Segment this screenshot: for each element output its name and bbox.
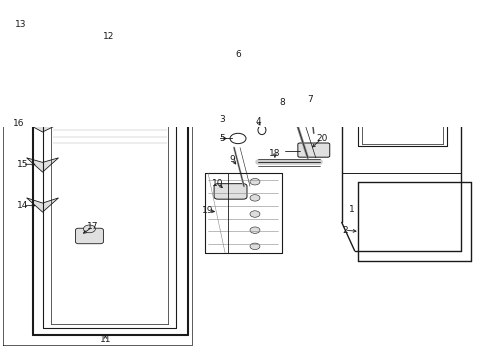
Circle shape [224, 58, 251, 76]
Text: 2: 2 [341, 226, 347, 235]
Polygon shape [19, 18, 36, 40]
Polygon shape [31, 119, 56, 132]
Text: 9: 9 [229, 155, 234, 164]
Polygon shape [26, 158, 59, 172]
Text: 16: 16 [13, 119, 24, 128]
Polygon shape [92, 43, 112, 56]
Circle shape [228, 113, 246, 125]
Circle shape [249, 227, 260, 233]
Circle shape [249, 195, 260, 201]
Text: 13: 13 [15, 20, 26, 29]
FancyBboxPatch shape [75, 228, 103, 244]
FancyBboxPatch shape [214, 184, 246, 199]
Text: 20: 20 [315, 134, 327, 143]
Text: 6: 6 [235, 50, 241, 59]
Text: 10: 10 [212, 179, 224, 188]
Text: 7: 7 [306, 95, 312, 104]
Text: 4: 4 [255, 117, 260, 126]
Text: 1: 1 [348, 205, 354, 214]
Circle shape [249, 243, 260, 249]
Text: 8: 8 [279, 98, 284, 107]
Text: 18: 18 [268, 149, 280, 158]
Text: 19: 19 [202, 206, 213, 215]
Circle shape [249, 211, 260, 217]
Text: 5: 5 [219, 134, 224, 143]
Text: 3: 3 [219, 114, 224, 123]
Text: 14: 14 [17, 201, 28, 210]
Polygon shape [26, 198, 59, 212]
Text: 12: 12 [102, 32, 114, 41]
FancyBboxPatch shape [297, 143, 329, 157]
Text: 17: 17 [86, 222, 98, 231]
Text: 15: 15 [17, 160, 28, 169]
FancyBboxPatch shape [160, 108, 174, 123]
Text: 11: 11 [100, 336, 111, 345]
Circle shape [249, 179, 260, 185]
Circle shape [83, 225, 95, 233]
